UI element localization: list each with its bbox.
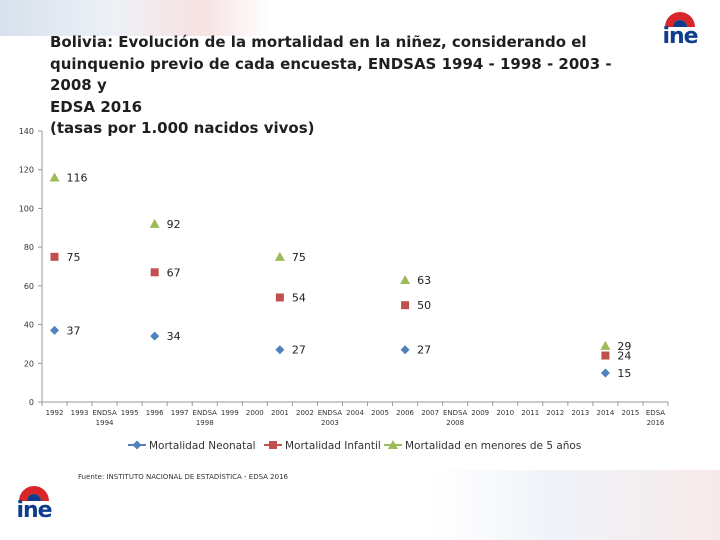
y-tick-label: 0 (29, 398, 34, 407)
data-label: 54 (292, 291, 306, 304)
x-tick-label: 2008 (446, 419, 464, 427)
data-point (274, 251, 285, 261)
x-tick-label: 1993 (71, 409, 89, 417)
x-tick-label: 1997 (171, 409, 189, 417)
x-tick-label: 2016 (647, 419, 665, 427)
chart-subtitle: (tasas por 1.000 nacidos vivos) (50, 119, 315, 137)
x-tick-label: 1999 (221, 409, 239, 417)
data-label: 15 (617, 367, 631, 380)
x-tick-label: 2002 (296, 409, 314, 417)
data-point (50, 252, 59, 261)
x-tick-label: ENDSA (92, 409, 117, 417)
x-tick-label: ENDSA (318, 409, 343, 417)
data-point (388, 440, 398, 449)
chart-title-line: Bolivia: Evolución de la mortalidad en l… (50, 33, 587, 51)
legend-label: Mortalidad Neonatal (149, 440, 256, 452)
x-tick-label: EDSA (646, 409, 665, 417)
x-tick-label: 2010 (496, 409, 514, 417)
x-tick-label: 2007 (421, 409, 439, 417)
chart-title-line: quinquenio previo de cada encuesta, ENDS… (50, 54, 612, 95)
data-label: 116 (67, 171, 88, 184)
data-point (132, 440, 142, 450)
data-point (150, 268, 159, 277)
data-point (149, 218, 160, 228)
data-label: 27 (417, 344, 431, 357)
data-label: 92 (167, 218, 181, 231)
x-tick-label: 2000 (246, 409, 264, 417)
data-point (601, 351, 610, 360)
x-tick-label: 2013 (571, 409, 589, 417)
legend-label: Mortalidad en menores de 5 años (405, 440, 581, 452)
ine-logo-footer: ine (16, 480, 53, 523)
data-point (400, 275, 411, 285)
data-label: 75 (67, 251, 81, 264)
ine-logo-text: ine (662, 24, 698, 49)
x-tick-label: 2014 (596, 409, 614, 417)
y-tick-label: 20 (24, 359, 34, 368)
data-point (150, 331, 160, 341)
x-tick-label: 1998 (196, 419, 214, 427)
data-point (50, 325, 60, 335)
data-label: 67 (167, 266, 181, 279)
data-label: 27 (292, 344, 306, 357)
y-tick-label: 80 (24, 243, 34, 252)
data-point (600, 368, 610, 378)
data-label: 63 (417, 274, 431, 287)
ine-logo: ine (662, 6, 699, 49)
x-tick-label: 2004 (346, 409, 364, 417)
ine-logo-footer-icon (19, 486, 49, 501)
x-tick-label: 1996 (146, 409, 164, 417)
data-point (400, 345, 410, 355)
x-tick-label: ENDSA (193, 409, 218, 417)
x-tick-label: 2012 (546, 409, 564, 417)
data-label: 37 (67, 324, 81, 337)
data-label: 34 (167, 330, 181, 343)
y-tick-label: 140 (19, 127, 34, 136)
x-tick-label: 2005 (371, 409, 389, 417)
y-tick-label: 40 (24, 321, 34, 330)
data-point (49, 172, 60, 182)
data-point (600, 340, 611, 350)
x-tick-label: 1992 (46, 409, 64, 417)
x-tick-label: 1995 (121, 409, 139, 417)
data-label: 29 (617, 340, 631, 353)
x-tick-label: 2009 (471, 409, 489, 417)
source-note: Fuente: INSTITUTO NACIONAL DE ESTADÍSTIC… (78, 473, 288, 481)
y-tick-label: 120 (19, 166, 34, 175)
data-point (275, 293, 284, 302)
ine-logo-icon (665, 12, 695, 27)
x-tick-label: 2015 (622, 409, 640, 417)
ine-logo-footer-text: ine (16, 498, 52, 523)
data-label: 24 (617, 350, 631, 363)
y-tick-label: 100 (19, 204, 34, 213)
data-point (269, 441, 277, 449)
chart-title: Bolivia: Evolución de la mortalidad en l… (50, 32, 650, 140)
x-tick-label: 2006 (396, 409, 414, 417)
chart-title-line: EDSA 2016 (50, 97, 143, 116)
y-tick-label: 60 (24, 282, 34, 291)
legend-label: Mortalidad Infantil (285, 440, 381, 452)
x-tick-label: 2011 (521, 409, 539, 417)
footer-decoration (430, 470, 720, 540)
data-label: 75 (292, 251, 306, 264)
x-tick-label: 1994 (96, 419, 114, 427)
data-point (275, 345, 285, 355)
x-tick-label: ENDSA (443, 409, 468, 417)
x-tick-label: 2003 (321, 419, 339, 427)
data-label: 50 (417, 299, 431, 312)
x-tick-label: 2001 (271, 409, 289, 417)
data-point (401, 301, 410, 310)
